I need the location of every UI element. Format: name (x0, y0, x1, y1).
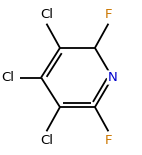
Text: Cl: Cl (1, 71, 14, 84)
Text: N: N (107, 71, 117, 84)
Text: Cl: Cl (40, 134, 53, 147)
Text: F: F (105, 134, 112, 147)
Text: Cl: Cl (40, 8, 53, 21)
Text: F: F (105, 8, 112, 21)
